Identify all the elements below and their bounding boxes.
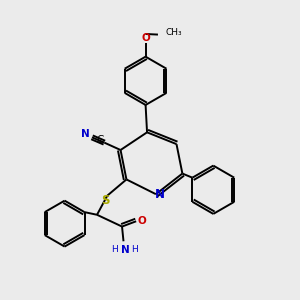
Text: H: H [111, 245, 118, 254]
Text: C: C [96, 135, 103, 145]
Text: CH₃: CH₃ [165, 28, 182, 37]
Text: N: N [155, 188, 165, 201]
Text: S: S [101, 194, 109, 207]
Text: H: H [131, 245, 138, 254]
Text: N: N [122, 244, 130, 254]
Text: N: N [81, 129, 90, 140]
Text: O: O [137, 216, 146, 226]
Text: O: O [141, 33, 150, 43]
